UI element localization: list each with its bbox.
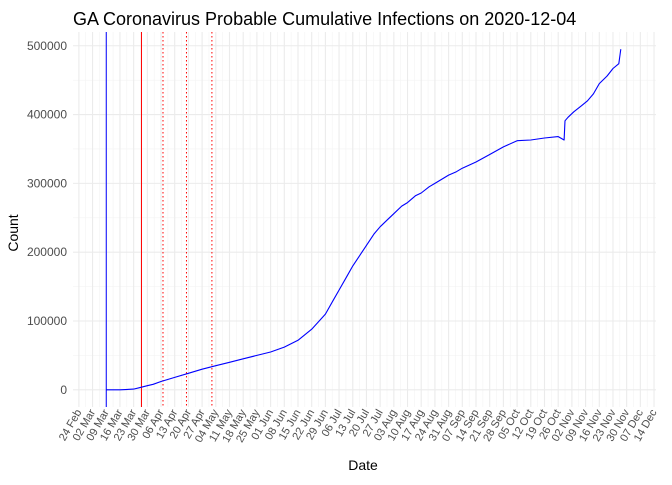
y-tick-label: 300000: [27, 176, 67, 190]
y-tick-label: 0: [60, 383, 67, 397]
y-tick-label: 100000: [27, 314, 67, 328]
y-axis-ticks: 0 100000 200000 300000 400000 500000: [27, 39, 67, 397]
minor-gridlines: [73, 32, 656, 407]
chart-title: GA Coronavirus Probable Cumulative Infec…: [73, 9, 576, 29]
event-lines: [105, 32, 213, 407]
series-line: [106, 49, 622, 391]
y-tick-label: 400000: [27, 108, 67, 122]
major-gridlines: [73, 32, 656, 407]
y-tick-label: 200000: [27, 245, 67, 259]
x-axis-title: Date: [348, 457, 378, 473]
y-tick-label: 500000: [27, 39, 67, 53]
series-lines: [106, 49, 622, 391]
y-axis-title: Count: [5, 214, 21, 251]
